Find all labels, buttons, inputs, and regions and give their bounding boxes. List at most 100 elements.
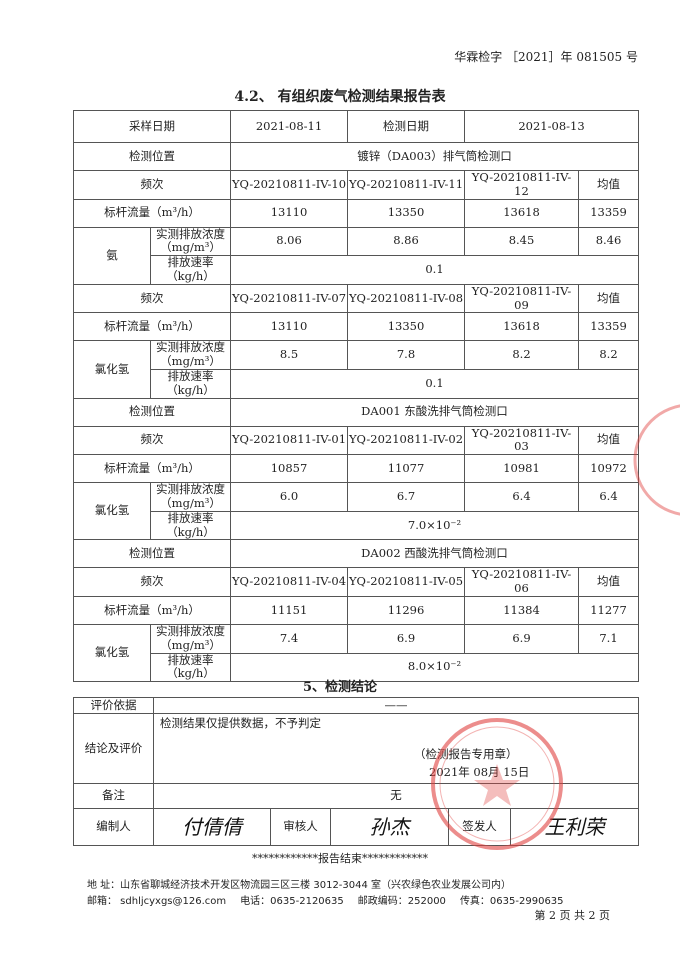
frequency-row: 频次 YQ-20210811-IV-01 YQ-20210811-IV-02 YQ-2… <box>73 425 639 456</box>
conclusion-table: 评价依据 —— 结论及评价 检测结果仅提供数据，不予判定 （检测报告专用章） 2… <box>73 697 640 846</box>
flow-row: 标杆流量（m³/h） 13110 13350 13618 13359 <box>73 312 639 342</box>
concentration-value: 6.9 <box>464 623 579 654</box>
basis-value: —— <box>152 697 640 714</box>
page-number: 第 2 页 共 2 页 <box>534 909 610 922</box>
sample-id: YQ-20210811-IV-09 <box>464 283 579 314</box>
concentration-value: 8.2 <box>464 340 579 370</box>
sample-id: YQ-20210811-IV-12 <box>464 170 579 200</box>
concentration-value: 6.4 <box>578 482 639 512</box>
concentration-value: 6.9 <box>347 623 465 654</box>
location-value: DA001 东酸洗排气筒检测口 <box>230 397 639 427</box>
flow-label: 标杆流量（m³/h） <box>73 312 231 342</box>
location-label: 检测位置 <box>73 142 231 171</box>
reviewer-signature: 孙杰 <box>330 808 449 846</box>
flow-label: 标杆流量（m³/h） <box>73 595 231 625</box>
concentration-label: 实测排放浓度（mg/m³） <box>150 482 231 512</box>
location-value: DA002 西酸洗排气筒检测口 <box>230 539 639 569</box>
location-label: 检测位置 <box>73 539 231 569</box>
sample-id: YQ-20210811-IV-04 <box>230 567 348 597</box>
test-date: 2021-08-13 <box>464 110 639 143</box>
concentration-row: 氯化氢 实测排放浓度（mg/m³） 7.4 6.9 6.9 7.1 <box>73 623 639 683</box>
concentration-value: 8.06 <box>230 226 348 257</box>
location-row: 检测位置 DA002 西酸洗排气筒检测口 <box>73 539 639 569</box>
flow-value: 11296 <box>347 595 465 625</box>
flow-value: 13359 <box>578 198 639 228</box>
frequency-label: 频次 <box>73 170 231 200</box>
concentration-value: 8.45 <box>464 226 579 257</box>
sample-id: YQ-20210811-IV-02 <box>347 425 465 456</box>
frequency-label: 频次 <box>73 283 231 314</box>
rate-label: 排放速率（kg/h） <box>150 255 231 285</box>
stamp-note: （检测报告专用章） <box>414 747 518 761</box>
test-date-label: 检测日期 <box>347 110 465 143</box>
frequency-row: 频次 YQ-20210811-IV-07 YQ-20210811-IV-08 YQ-2… <box>73 283 639 314</box>
report-end-line: ************报告结束************ <box>252 852 428 865</box>
concentration-label: 实测排放浓度（mg/m³） <box>150 226 231 257</box>
page-title: 4.2、 有组织废气检测结果报告表 <box>234 89 446 105</box>
sample-id: YQ-20210811-IV-06 <box>464 567 579 597</box>
concentration-value: 8.2 <box>578 340 639 370</box>
flow-value: 11384 <box>464 595 579 625</box>
flow-label: 标杆流量（m³/h） <box>73 198 231 228</box>
sample-id: YQ-20210811-IV-08 <box>347 283 465 314</box>
location-row: 检测位置 DA001 东酸洗排气筒检测口 <box>73 397 639 427</box>
rate-label: 排放速率（kg/h） <box>150 652 231 683</box>
flow-value: 11077 <box>347 454 465 484</box>
concentration-row: 氯化氢 实测排放浓度（mg/m³） 6.0 6.7 6.4 6.4 <box>73 482 639 541</box>
frequency-row: 频次 YQ-20210811-IV-10 YQ-20210811-IV-11 YQ-2… <box>73 170 639 200</box>
issuer-signature: 王利荣 <box>509 808 640 846</box>
eval-cell: 检测结果仅提供数据，不予判定 （检测报告专用章） 2021年 08月 15日 <box>152 713 640 784</box>
flow-value: 11277 <box>578 595 639 625</box>
stamp-date: 2021年 08月 15日 <box>429 765 530 779</box>
footer-phone: 电话：0635-2120635 <box>240 896 344 907</box>
concentration-row: 氯化氢 实测排放浓度（mg/m³） 8.5 7.8 8.2 8.2 <box>73 340 639 399</box>
location-row: 检测位置 镀锌（DA003）排气筒检测口 <box>73 142 639 171</box>
rate-row: 排放速率（kg/h） 7.0×10⁻² <box>74 510 639 541</box>
concentration-value: 7.4 <box>230 623 348 654</box>
rate-value: 0.1 <box>230 255 639 285</box>
flow-value: 13350 <box>347 312 465 342</box>
flow-value: 13359 <box>578 312 639 342</box>
section-title: 5、检测结论 <box>302 680 378 695</box>
flow-value: 13618 <box>464 198 579 228</box>
average-label: 均值 <box>578 170 639 200</box>
flow-row: 标杆流量（m³/h） 10857 11077 10981 10972 <box>73 454 639 484</box>
pollutant-name: 氯化氢 <box>73 623 151 683</box>
concentration-value: 6.4 <box>464 482 579 512</box>
flow-value: 13110 <box>230 312 348 342</box>
concentration-value: 6.7 <box>347 482 465 512</box>
sample-id: YQ-20210811-IV-11 <box>347 170 465 200</box>
reviewer-label: 审核人 <box>270 808 331 846</box>
rate-value: 0.1 <box>230 368 639 399</box>
concentration-value: 7.8 <box>347 340 465 370</box>
concentration-value: 8.46 <box>578 226 639 257</box>
flow-value: 13350 <box>347 198 465 228</box>
concentration-value: 7.1 <box>578 623 639 654</box>
document-number: 华霖检字 ［2021］年 081505 号 <box>454 50 638 64</box>
remark-label: 备注 <box>73 783 154 809</box>
frequency-label: 频次 <box>73 567 231 597</box>
average-label: 均值 <box>578 567 639 597</box>
rate-row: 排放速率（kg/h） 8.0×10⁻² <box>74 652 639 683</box>
frequency-label: 频次 <box>73 425 231 456</box>
sample-id: YQ-20210811-IV-05 <box>347 567 465 597</box>
location-value: 镀锌（DA003）排气筒检测口 <box>230 142 639 171</box>
flow-row: 标杆流量（m³/h） 11151 11296 11384 11277 <box>73 595 639 625</box>
sampling-date: 2021-08-11 <box>230 110 348 143</box>
rate-row: 排放速率（kg/h） 0.1 <box>74 255 639 285</box>
rate-label: 排放速率（kg/h） <box>150 368 231 399</box>
concentration-value: 8.5 <box>230 340 348 370</box>
sample-id: YQ-20210811-IV-01 <box>230 425 348 456</box>
pollutant-name: 氨 <box>73 226 151 285</box>
frequency-row: 频次 YQ-20210811-IV-04 YQ-20210811-IV-05 YQ-2… <box>73 567 639 597</box>
pollutant-name: 氯化氢 <box>73 340 151 399</box>
concentration-value: 6.0 <box>230 482 348 512</box>
footer-address: 地 址：山东省聊城经济技术开发区物流园三区三楼 3012-3044 室（兴农绿色… <box>87 880 512 891</box>
remark-value: 无 <box>152 783 640 809</box>
flow-value: 10857 <box>230 454 348 484</box>
rate-row: 排放速率（kg/h） 0.1 <box>74 368 639 399</box>
eval-label: 结论及评价 <box>73 713 154 784</box>
flow-value: 11151 <box>230 595 348 625</box>
sample-id: YQ-20210811-IV-03 <box>464 425 579 456</box>
location-label: 检测位置 <box>73 397 231 427</box>
